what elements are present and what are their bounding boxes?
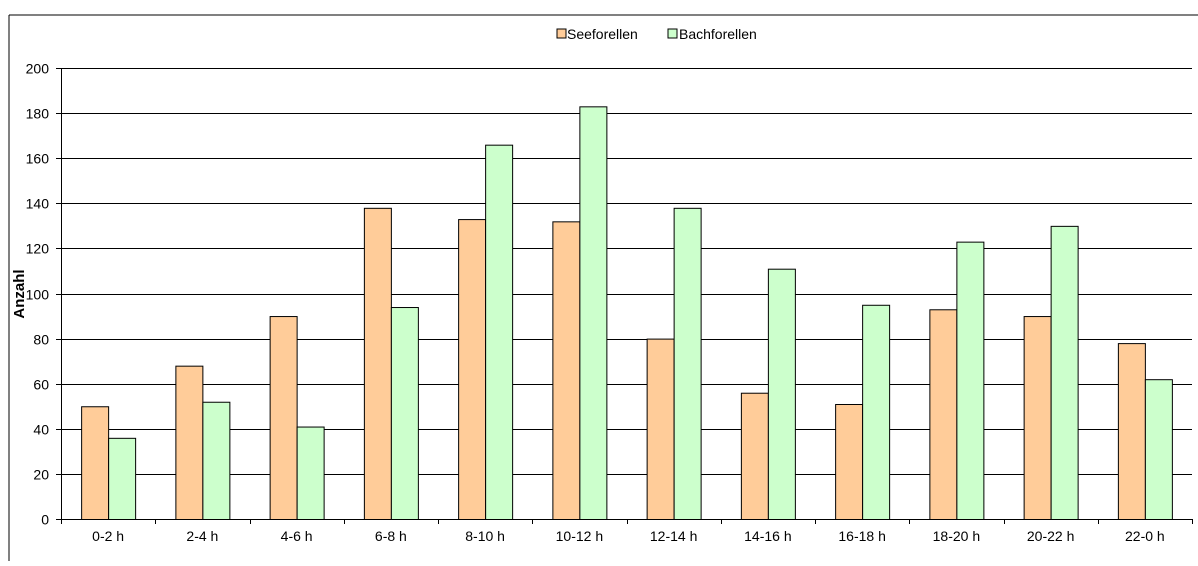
axes: 0 20 40 60 80 100 120 140 160 180 200 0-2 h 2-4 h 4-6… [26, 61, 1193, 544]
gridlines [61, 68, 1192, 475]
y-tick-label-0: 0 [41, 512, 49, 528]
bar-seeforellen-0-2h [81, 406, 110, 520]
x-tick-label-5: 10-12 h [556, 528, 603, 544]
bar-seeforellen-16-18h [835, 403, 864, 520]
y-axis-title: Anzahl [11, 269, 28, 318]
legend-label-bachforellen: Bachforellen [679, 26, 757, 42]
x-tick-label-8: 16-18 h [838, 528, 885, 544]
bar-seeforellen-22-0h [1117, 343, 1146, 520]
y-tick-label-40: 40 [33, 422, 49, 438]
y-tick-label-120: 120 [26, 241, 50, 257]
x-tick-label-3: 6-8 h [375, 528, 407, 544]
bar-seeforellen-2-4h [175, 365, 204, 520]
bar-bachforellen-18-20h [956, 241, 985, 520]
x-tick-label-0: 0-2 h [92, 528, 124, 544]
legend: Seeforellen Bachforellen [556, 26, 757, 42]
bar-bachforellen-14-16h [767, 268, 796, 520]
bar-bachforellen-20-22h [1050, 225, 1079, 520]
bar-bachforellen-10-12h [579, 106, 608, 521]
bar-seeforellen-10-12h [552, 221, 581, 520]
y-tick-label-160: 160 [26, 151, 50, 167]
bar-seeforellen-4-6h [269, 316, 298, 520]
legend-swatch-seeforellen [556, 28, 567, 39]
bar-seeforellen-8-10h [458, 219, 487, 521]
x-tick-label-2: 4-6 h [281, 528, 313, 544]
x-tick-label-7: 14-16 h [744, 528, 791, 544]
bar-bachforellen-8-10h [485, 144, 514, 520]
y-tick-label-80: 80 [33, 332, 49, 348]
bar-seeforellen-14-16h [740, 392, 769, 520]
x-tick-label-10: 20-22 h [1027, 528, 1074, 544]
x-tick-label-11: 22-0 h [1125, 528, 1165, 544]
bar-bachforellen-12-14h [673, 207, 702, 520]
x-tick-label-9: 18-20 h [933, 528, 980, 544]
y-tick-label-60: 60 [33, 377, 49, 393]
legend-swatch-bachforellen [667, 28, 678, 39]
y-tick-label-180: 180 [26, 106, 50, 122]
bar-bachforellen-2-4h [202, 401, 231, 520]
y-tick-label-200: 200 [26, 61, 50, 77]
y-tick-label-20: 20 [33, 467, 49, 483]
bar-seeforellen-12-14h [646, 338, 675, 520]
legend-label-seeforellen: Seeforellen [567, 26, 638, 42]
bar-seeforellen-20-22h [1023, 316, 1052, 520]
bar-bachforellen-6-8h [390, 307, 419, 520]
bar-bachforellen-4-6h [296, 426, 325, 521]
bar-bachforellen-0-2h [108, 437, 137, 521]
bar-seeforellen-6-8h [363, 207, 392, 520]
y-tick-label-100: 100 [26, 287, 50, 303]
bar-bachforellen-16-18h [862, 304, 891, 520]
x-tick-label-1: 2-4 h [186, 528, 218, 544]
y-tick-label-140: 140 [26, 196, 50, 212]
x-tick-label-6: 12-14 h [650, 528, 697, 544]
bar-bachforellen-22-0h [1144, 379, 1173, 520]
bars [81, 106, 1173, 521]
bar-seeforellen-18-20h [929, 309, 958, 520]
x-tick-label-4: 8-10 h [465, 528, 505, 544]
